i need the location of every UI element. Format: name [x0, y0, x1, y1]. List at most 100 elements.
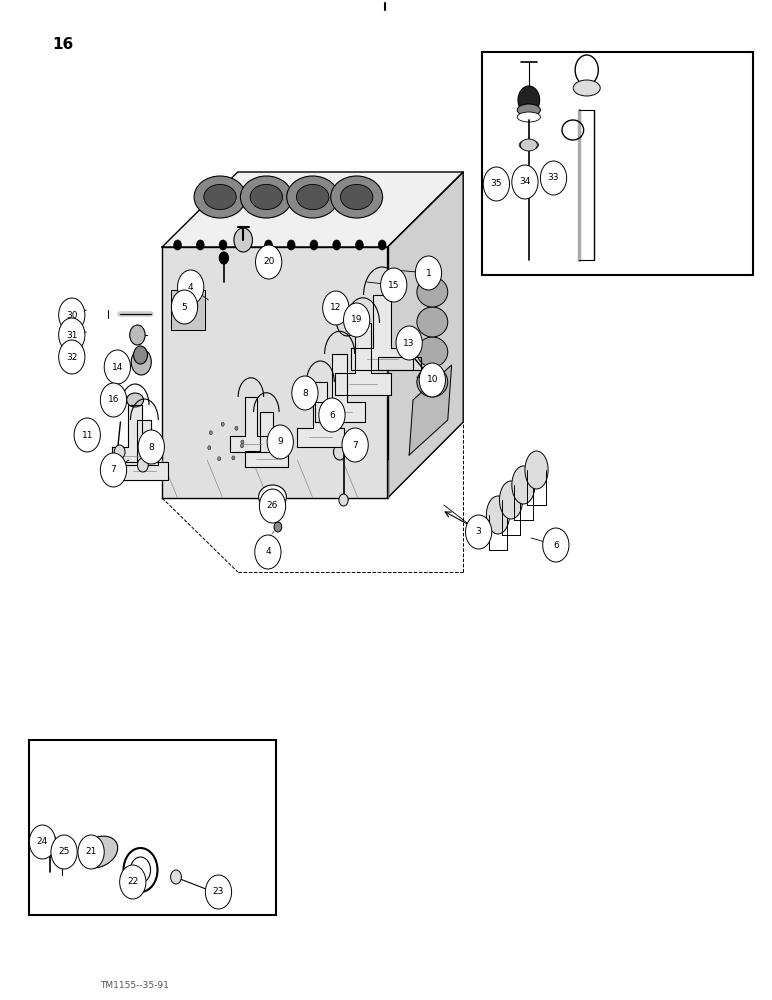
- Polygon shape: [297, 382, 344, 447]
- Ellipse shape: [417, 337, 448, 367]
- Circle shape: [218, 457, 221, 461]
- Ellipse shape: [194, 176, 246, 218]
- Text: 30: 30: [66, 310, 77, 320]
- Polygon shape: [314, 354, 364, 422]
- Circle shape: [540, 161, 567, 195]
- Circle shape: [130, 857, 151, 883]
- Ellipse shape: [517, 104, 540, 116]
- Circle shape: [205, 875, 232, 909]
- Circle shape: [120, 865, 146, 899]
- Text: 24: 24: [37, 838, 48, 846]
- Circle shape: [44, 834, 56, 850]
- Circle shape: [138, 430, 164, 464]
- Ellipse shape: [417, 367, 448, 397]
- Text: 33: 33: [548, 174, 559, 182]
- Text: TM1155--35-91: TM1155--35-91: [100, 981, 169, 990]
- Ellipse shape: [417, 307, 448, 337]
- Ellipse shape: [512, 466, 535, 504]
- Circle shape: [512, 165, 538, 199]
- Text: 3: 3: [476, 528, 482, 536]
- Circle shape: [333, 240, 340, 250]
- Circle shape: [419, 363, 445, 397]
- Polygon shape: [409, 365, 452, 455]
- Circle shape: [378, 240, 386, 250]
- Circle shape: [207, 886, 213, 894]
- Circle shape: [292, 376, 318, 410]
- Circle shape: [381, 268, 407, 302]
- Text: 1: 1: [425, 268, 432, 277]
- Ellipse shape: [417, 277, 448, 307]
- Ellipse shape: [296, 184, 329, 210]
- Ellipse shape: [259, 485, 286, 509]
- Circle shape: [240, 444, 243, 448]
- Text: 6: 6: [553, 540, 559, 550]
- Text: 20: 20: [263, 257, 274, 266]
- Circle shape: [196, 240, 204, 250]
- Text: 19: 19: [351, 316, 362, 324]
- Circle shape: [100, 453, 127, 487]
- Ellipse shape: [286, 176, 339, 218]
- Circle shape: [255, 535, 281, 569]
- Text: 4: 4: [188, 282, 194, 292]
- Text: 21: 21: [86, 848, 96, 856]
- Circle shape: [178, 270, 204, 304]
- Circle shape: [234, 228, 252, 252]
- Circle shape: [241, 440, 244, 444]
- Text: 11: 11: [82, 430, 93, 440]
- Circle shape: [174, 240, 181, 250]
- Circle shape: [483, 167, 510, 201]
- Circle shape: [209, 431, 212, 435]
- Circle shape: [78, 835, 104, 869]
- Polygon shape: [388, 172, 463, 498]
- Circle shape: [259, 489, 286, 523]
- Text: 9: 9: [277, 438, 283, 446]
- Circle shape: [59, 318, 85, 352]
- Circle shape: [232, 456, 235, 460]
- Circle shape: [466, 515, 492, 549]
- Text: 15: 15: [388, 280, 399, 290]
- Text: 8: 8: [148, 442, 154, 452]
- Ellipse shape: [517, 112, 540, 122]
- Circle shape: [137, 458, 148, 472]
- Circle shape: [171, 290, 198, 324]
- Ellipse shape: [340, 184, 373, 210]
- Text: 32: 32: [66, 353, 77, 361]
- Circle shape: [267, 425, 293, 459]
- Polygon shape: [378, 357, 421, 370]
- Circle shape: [219, 252, 229, 264]
- Circle shape: [74, 418, 100, 452]
- Ellipse shape: [179, 297, 198, 313]
- Text: 7: 7: [110, 466, 117, 475]
- Ellipse shape: [573, 80, 600, 96]
- Polygon shape: [162, 172, 463, 247]
- Circle shape: [287, 240, 295, 250]
- Circle shape: [339, 494, 348, 506]
- Polygon shape: [121, 420, 168, 480]
- Circle shape: [219, 240, 227, 250]
- Circle shape: [242, 240, 249, 250]
- Circle shape: [130, 325, 145, 345]
- Circle shape: [100, 383, 127, 417]
- Text: 34: 34: [520, 178, 530, 186]
- Text: 25: 25: [59, 848, 69, 856]
- Circle shape: [134, 346, 147, 364]
- FancyBboxPatch shape: [29, 740, 276, 915]
- Text: 10: 10: [427, 375, 438, 384]
- Polygon shape: [112, 405, 158, 465]
- Circle shape: [131, 349, 151, 375]
- Text: 23: 23: [213, 888, 224, 896]
- Circle shape: [543, 528, 569, 562]
- Circle shape: [274, 522, 282, 532]
- Circle shape: [235, 426, 238, 430]
- Circle shape: [396, 326, 422, 360]
- Polygon shape: [245, 412, 287, 467]
- Circle shape: [59, 340, 85, 374]
- Ellipse shape: [250, 184, 283, 210]
- Circle shape: [221, 422, 224, 426]
- Polygon shape: [351, 295, 413, 370]
- Polygon shape: [171, 290, 205, 330]
- Ellipse shape: [127, 393, 144, 407]
- Text: 31: 31: [66, 330, 77, 340]
- Polygon shape: [162, 247, 388, 498]
- Ellipse shape: [330, 176, 383, 218]
